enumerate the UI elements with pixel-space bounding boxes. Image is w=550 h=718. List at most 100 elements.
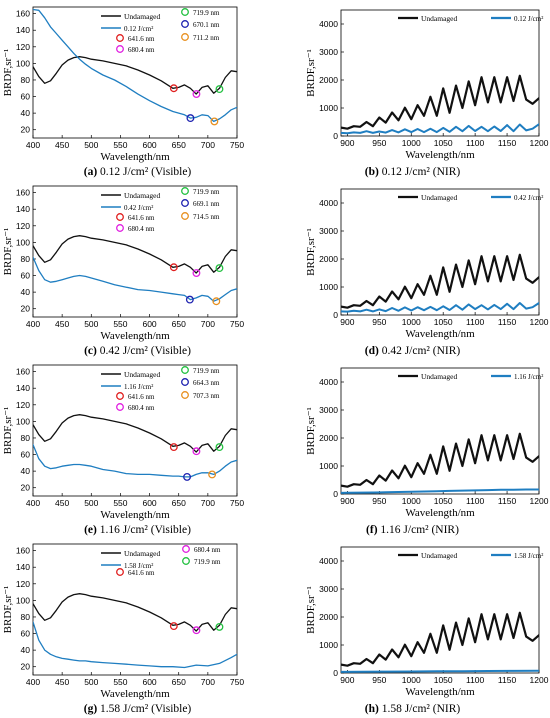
legend-label: Undamaged	[421, 551, 457, 560]
panel-e: 400 450 500 550 600 650 700 750 20 40 60 80 100 120 14…	[0, 358, 275, 537]
panel-letter: (f)	[366, 524, 378, 536]
peak-marker	[185, 295, 194, 304]
y-tick-label: 0	[333, 668, 338, 678]
x-tick-label: 600	[142, 677, 156, 687]
x-tick-label: 700	[201, 498, 215, 508]
series-damaged-line	[33, 621, 237, 669]
x-tick-label: 750	[230, 498, 244, 508]
x-tick-label: 950	[372, 675, 386, 685]
y-tick-label: 140	[16, 383, 30, 393]
x-tick-label: 900	[340, 675, 354, 685]
panel-caption-text: 0.42 J/cm² (NIR)	[378, 345, 461, 357]
series-damaged-line	[341, 488, 539, 494]
y-tick-label: 140	[16, 25, 30, 35]
legend-label: 680.4 nm	[128, 404, 155, 412]
peak-marker	[192, 90, 201, 99]
panel-caption-text: 1.58 J/cm² (Visible)	[97, 703, 192, 715]
legend-label: 641.6 nm	[128, 35, 155, 43]
legend-marker-swatch	[182, 557, 190, 565]
y-tick-label: 60	[21, 450, 31, 460]
panel-caption: (a) 0.12 J/cm² (Visible)	[0, 166, 275, 178]
legend-label: Undamaged	[124, 191, 160, 200]
peak-marker	[169, 622, 178, 631]
peak-marker	[183, 472, 191, 481]
panel-caption-text: 0.42 J/cm² (Visible)	[96, 345, 191, 357]
legend-label: 719.9 nm	[193, 188, 220, 196]
panel-caption: (c) 0.42 J/cm² (Visible)	[0, 345, 275, 357]
x-axis-label: Wavelength/nm	[405, 149, 475, 161]
panel-letter: (b)	[364, 166, 379, 178]
legend-label: Undamaged	[124, 549, 160, 558]
x-tick-label: 750	[230, 140, 244, 150]
legend-marker-swatch	[181, 391, 189, 399]
x-tick-label: 650	[172, 498, 186, 508]
panel-caption-text: 0.12 J/cm² (NIR)	[378, 166, 461, 178]
chart-e: 400 450 500 550 600 650 700 750 20 40 60 80 100 120 14…	[2, 364, 244, 521]
chart-f: 900 950 1000 1050 1100 1150 1200 0 1000 2000 3000 4…	[305, 367, 549, 519]
y-axis-label: BRDF,sr⁻¹	[2, 228, 14, 276]
legend-label: 1.58 J/cm²	[514, 552, 543, 560]
legend-label: 0.12 J/cm²	[514, 15, 543, 23]
y-tick-label: 3000	[319, 584, 338, 594]
x-tick-label: 1000	[402, 138, 421, 148]
y-tick-label: 20	[21, 125, 31, 135]
x-tick-label: 400	[26, 319, 40, 329]
x-axis-label: Wavelength/nm	[405, 686, 475, 698]
chart-c: 400 450 500 550 600 650 700 750 20 40 60 80 100 120 14…	[2, 185, 244, 342]
peak-marker	[215, 622, 224, 631]
x-tick-label: 1050	[434, 675, 453, 685]
peak-marker	[215, 443, 224, 452]
chart-b: 900 950 1000 1050 1100 1150 1200 0 1000 2000 3000 4…	[305, 9, 549, 161]
panel-letter: (h)	[364, 703, 379, 715]
x-tick-label: 1200	[530, 496, 549, 506]
chart-g: 400 450 500 550 600 650 700 750 20 40 60 80 100 120 14…	[2, 543, 244, 700]
x-tick-label: 1100	[466, 496, 485, 506]
legend-label: 719.9 nm	[194, 558, 221, 566]
x-tick-label: 550	[113, 498, 127, 508]
y-tick-label: 120	[16, 400, 30, 410]
y-tick-label: 4000	[319, 198, 338, 208]
legend-marker-swatch	[116, 568, 124, 576]
legend-marker-swatch	[116, 34, 124, 42]
legend-label: 669.1 nm	[193, 200, 220, 208]
x-tick-label: 1000	[402, 317, 421, 327]
y-tick-label: 4000	[319, 377, 338, 387]
panel-letter: (e)	[84, 524, 97, 536]
x-tick-label: 700	[201, 140, 215, 150]
legend-label: Undamaged	[421, 193, 457, 202]
x-tick-label: 450	[55, 319, 69, 329]
legend-label: 719.9 nm	[193, 9, 220, 17]
x-tick-label: 900	[340, 138, 354, 148]
legend-label: 714.5 nm	[193, 213, 220, 221]
panel-caption: (b) 0.12 J/cm² (NIR)	[275, 166, 550, 178]
plot-frame	[32, 364, 238, 497]
panel-caption-text: 1.16 J/cm² (Visible)	[96, 524, 191, 536]
panel-caption: (e) 1.16 J/cm² (Visible)	[0, 524, 275, 536]
x-tick-label: 600	[142, 319, 156, 329]
y-tick-label: 1000	[319, 282, 338, 292]
x-tick-label: 1200	[530, 138, 549, 148]
legend-label: 1.16 J/cm²	[514, 373, 543, 381]
plot-frame	[340, 188, 540, 316]
chart-d: 900 950 1000 1050 1100 1150 1200 0 1000 2000 3000 4…	[305, 188, 549, 340]
legend-label: 680.4 nm	[128, 225, 155, 233]
legend-marker-swatch	[116, 403, 124, 411]
series-undamaged-line	[33, 235, 237, 274]
panel-caption-text: 0.12 J/cm² (Visible)	[97, 166, 192, 178]
peak-marker	[215, 264, 224, 273]
x-tick-label: 500	[84, 319, 98, 329]
x-tick-label: 1000	[402, 675, 421, 685]
legend-marker-swatch	[181, 199, 189, 207]
x-tick-label: 1100	[466, 675, 485, 685]
x-axis-label: Wavelength/nm	[100, 688, 170, 700]
x-tick-label: 1150	[498, 138, 517, 148]
legend-label: 641.6 nm	[128, 569, 155, 577]
panel-letter: (d)	[364, 345, 379, 357]
y-tick-label: 100	[16, 237, 30, 247]
legend-marker-swatch	[116, 213, 124, 221]
x-tick-label: 450	[55, 677, 69, 687]
y-tick-label: 100	[16, 595, 30, 605]
legend-label: 711.2 nm	[193, 34, 220, 42]
legend-marker-swatch	[181, 33, 189, 41]
